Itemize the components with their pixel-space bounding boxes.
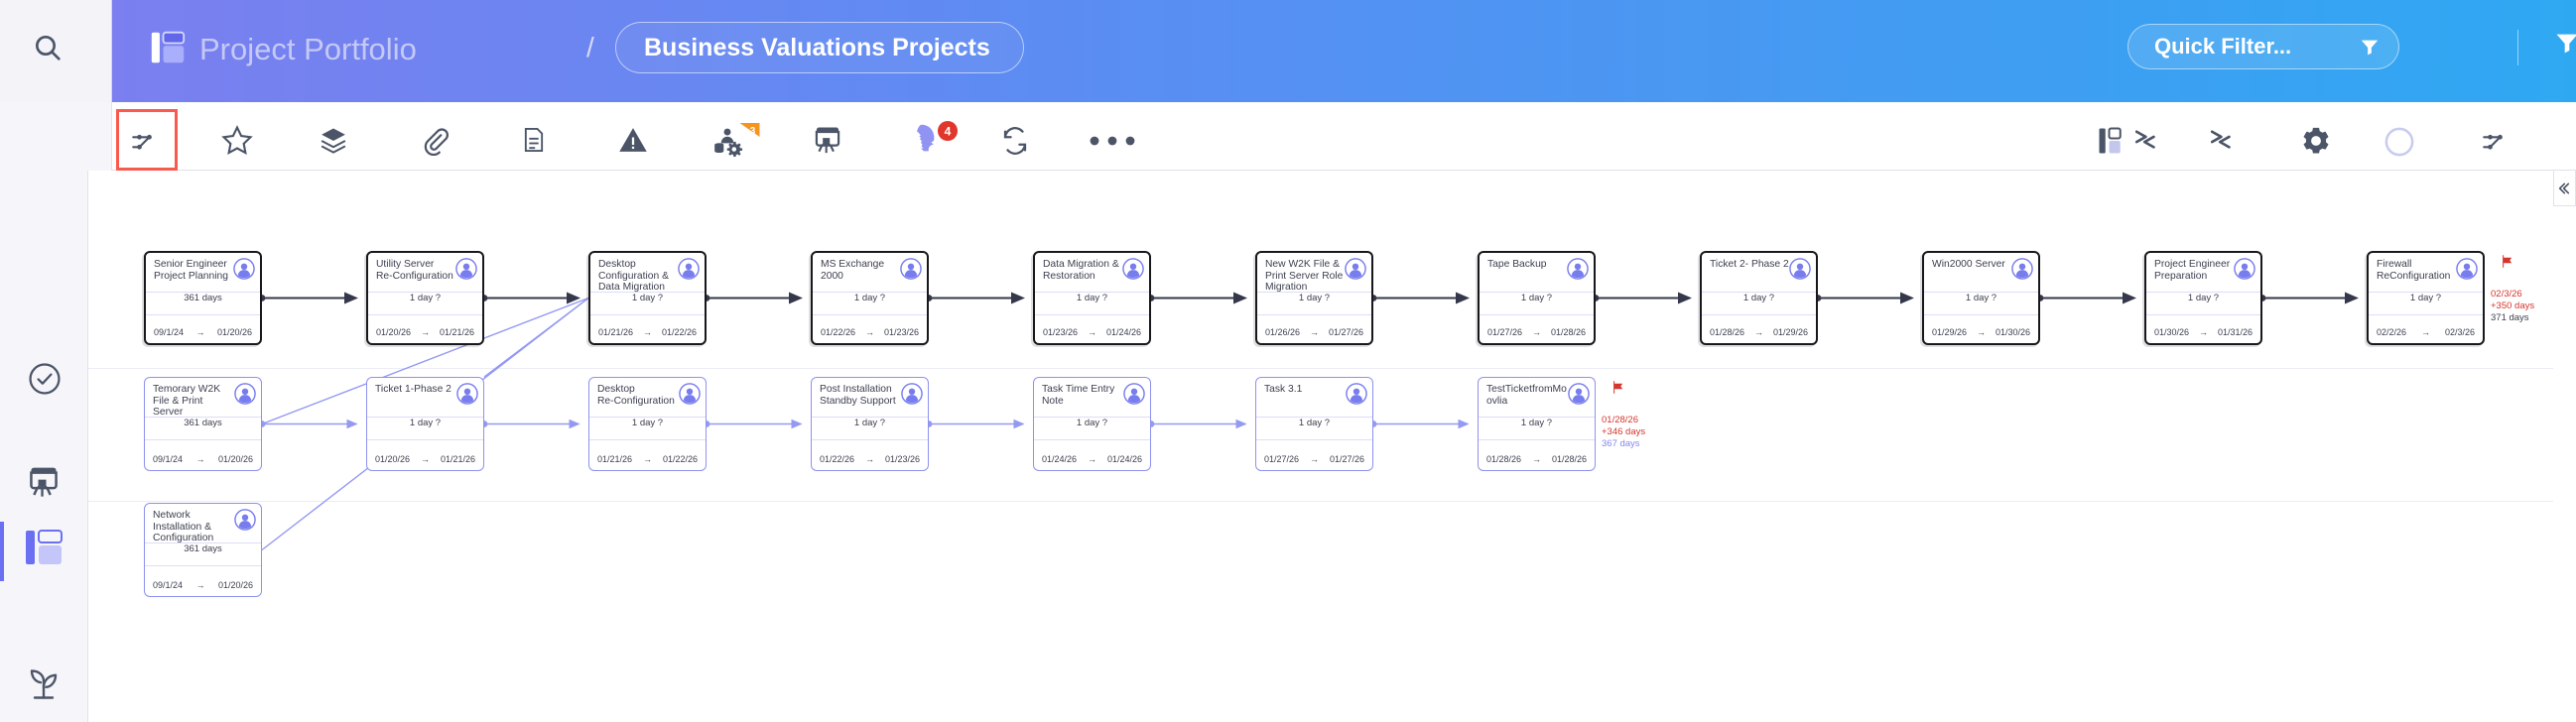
svg-text:3: 3 [750,126,756,137]
svg-text:4: 4 [945,125,952,139]
